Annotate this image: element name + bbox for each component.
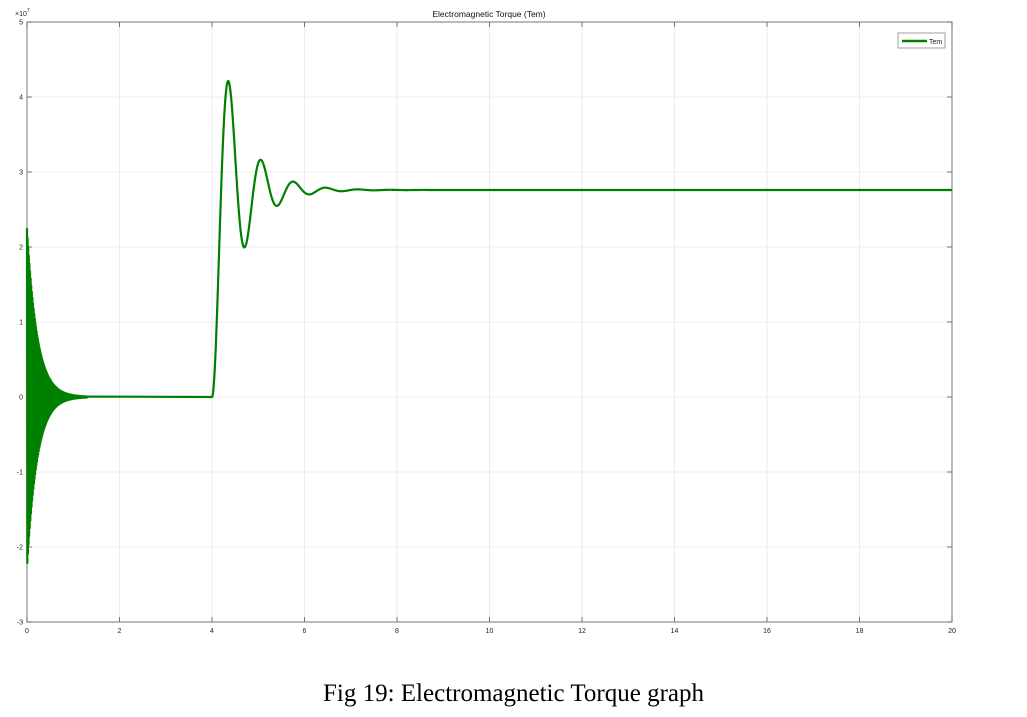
- y-axis-ticks: -3 -2 -1 0 1 2 3 4 5: [17, 20, 952, 627]
- figure-caption: Fig 19: Electromagnetic Torque graph: [322, 680, 705, 707]
- x-axis-ticks: 0 2 4 6 8 10 12 14 16 18 20: [25, 22, 956, 635]
- y-tick-label: 0: [19, 395, 23, 402]
- grid: [27, 22, 952, 622]
- y-tick-label: -1: [17, 470, 23, 477]
- chart-title: Electromagnetic Torque (Tem): [432, 9, 545, 19]
- x-tick-label: 12: [578, 628, 586, 635]
- y-tick-label: -2: [17, 545, 23, 552]
- x-tick-label: 20: [948, 628, 956, 635]
- y-tick-label: 4: [19, 95, 23, 102]
- x-tick-label: 14: [671, 628, 679, 635]
- x-tick-label: 18: [856, 628, 864, 635]
- x-tick-label: 2: [118, 628, 122, 635]
- x-tick-label: 4: [210, 628, 214, 635]
- x-tick-label: 16: [763, 628, 771, 635]
- y-exponent-label: ×107: [15, 8, 30, 18]
- y-tick-label: -3: [17, 620, 23, 627]
- legend: Tem: [897, 32, 946, 49]
- y-tick-label: 2: [19, 245, 23, 252]
- series-line-tem: [25, 79, 953, 565]
- y-tick-label: 1: [19, 320, 23, 327]
- y-tick-label: 3: [19, 170, 23, 177]
- y-tick-label: 5: [19, 20, 23, 27]
- x-tick-label: 6: [303, 628, 307, 635]
- x-tick-label: 0: [25, 628, 29, 635]
- x-tick-label: 10: [486, 628, 494, 635]
- x-tick-label: 8: [395, 628, 399, 635]
- legend-label-tem: Tem: [929, 39, 942, 46]
